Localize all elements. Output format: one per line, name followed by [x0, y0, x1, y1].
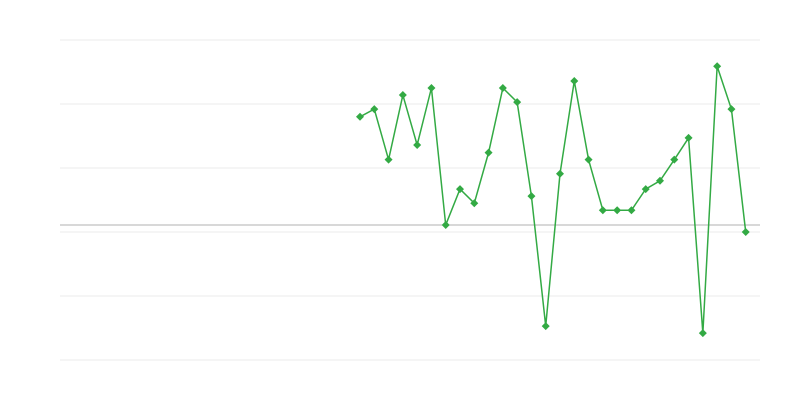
data-point[interactable]	[627, 206, 636, 215]
data-point[interactable]	[727, 105, 736, 114]
data-point[interactable]	[570, 76, 579, 85]
data-point[interactable]	[656, 176, 664, 185]
data-point[interactable]	[713, 62, 722, 71]
series-line	[359, 66, 747, 334]
data-point[interactable]	[698, 329, 707, 338]
data-point[interactable]	[456, 185, 464, 194]
data-point[interactable]	[413, 140, 422, 149]
data-point[interactable]	[741, 228, 750, 236]
data-point[interactable]	[613, 206, 622, 215]
data-point[interactable]	[484, 148, 493, 157]
data-point[interactable]	[556, 169, 564, 178]
data-point[interactable]	[398, 91, 407, 100]
data-point[interactable]	[541, 322, 550, 331]
data-point[interactable]	[684, 133, 693, 142]
data-point[interactable]	[498, 84, 507, 92]
data-point[interactable]	[441, 220, 450, 229]
data-point[interactable]	[513, 98, 522, 107]
data-point[interactable]	[356, 112, 364, 121]
data-point[interactable]	[370, 105, 379, 114]
series-group	[356, 62, 750, 338]
data-point[interactable]	[584, 155, 593, 164]
data-point[interactable]	[670, 155, 679, 164]
data-point[interactable]	[641, 185, 650, 194]
data-point[interactable]	[598, 206, 607, 215]
data-point[interactable]	[384, 155, 393, 164]
gridlines	[60, 39, 760, 361]
data-point[interactable]	[427, 84, 436, 92]
data-point[interactable]	[527, 192, 536, 201]
data-point[interactable]	[470, 199, 479, 208]
